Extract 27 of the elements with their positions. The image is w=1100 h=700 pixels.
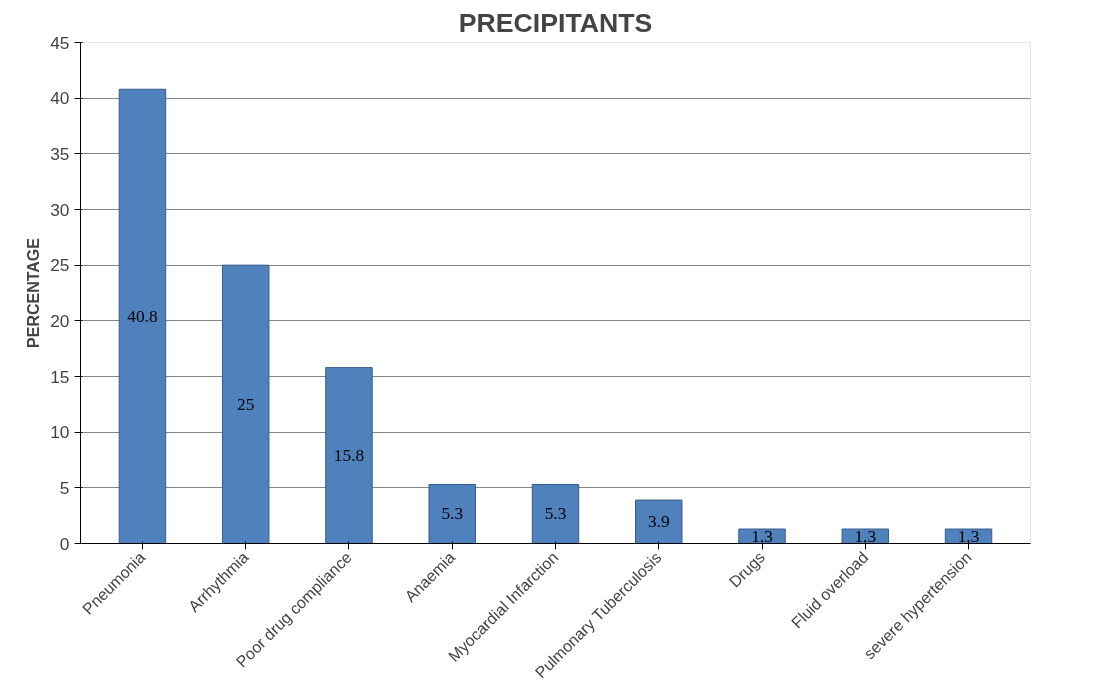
y-tick-label: 45 (50, 32, 70, 53)
data-label: 1.3 (751, 526, 773, 546)
data-label: 1.3 (854, 526, 877, 546)
y-tick-label: 15 (50, 366, 70, 387)
bar (118, 88, 167, 544)
data-label: 25 (237, 394, 255, 414)
bar (221, 264, 270, 544)
y-tick-label: 10 (50, 422, 70, 443)
bar (635, 499, 683, 544)
data-label: 40.8 (127, 306, 158, 326)
y-tick-label: 25 (50, 255, 70, 276)
data-label: 15.8 (333, 446, 365, 466)
y-tick-label: 0 (59, 533, 70, 554)
y-tick-label: 20 (50, 310, 70, 331)
y-tick-label: 5 (59, 477, 70, 498)
y-tick-label: 40 (50, 88, 70, 109)
y-tick-label: 35 (50, 143, 70, 164)
bar (325, 367, 373, 544)
data-label: 1.3 (957, 526, 980, 546)
y-axis-title: PERCENTAGE (25, 237, 43, 348)
data-label: 3.9 (647, 512, 670, 532)
bar (428, 483, 476, 544)
data-label: 5.3 (544, 504, 567, 524)
data-label: 5.3 (441, 504, 464, 524)
chart-title: PRECIPITANTS (458, 7, 653, 38)
y-tick-label: 30 (50, 199, 70, 220)
bar (531, 483, 580, 544)
